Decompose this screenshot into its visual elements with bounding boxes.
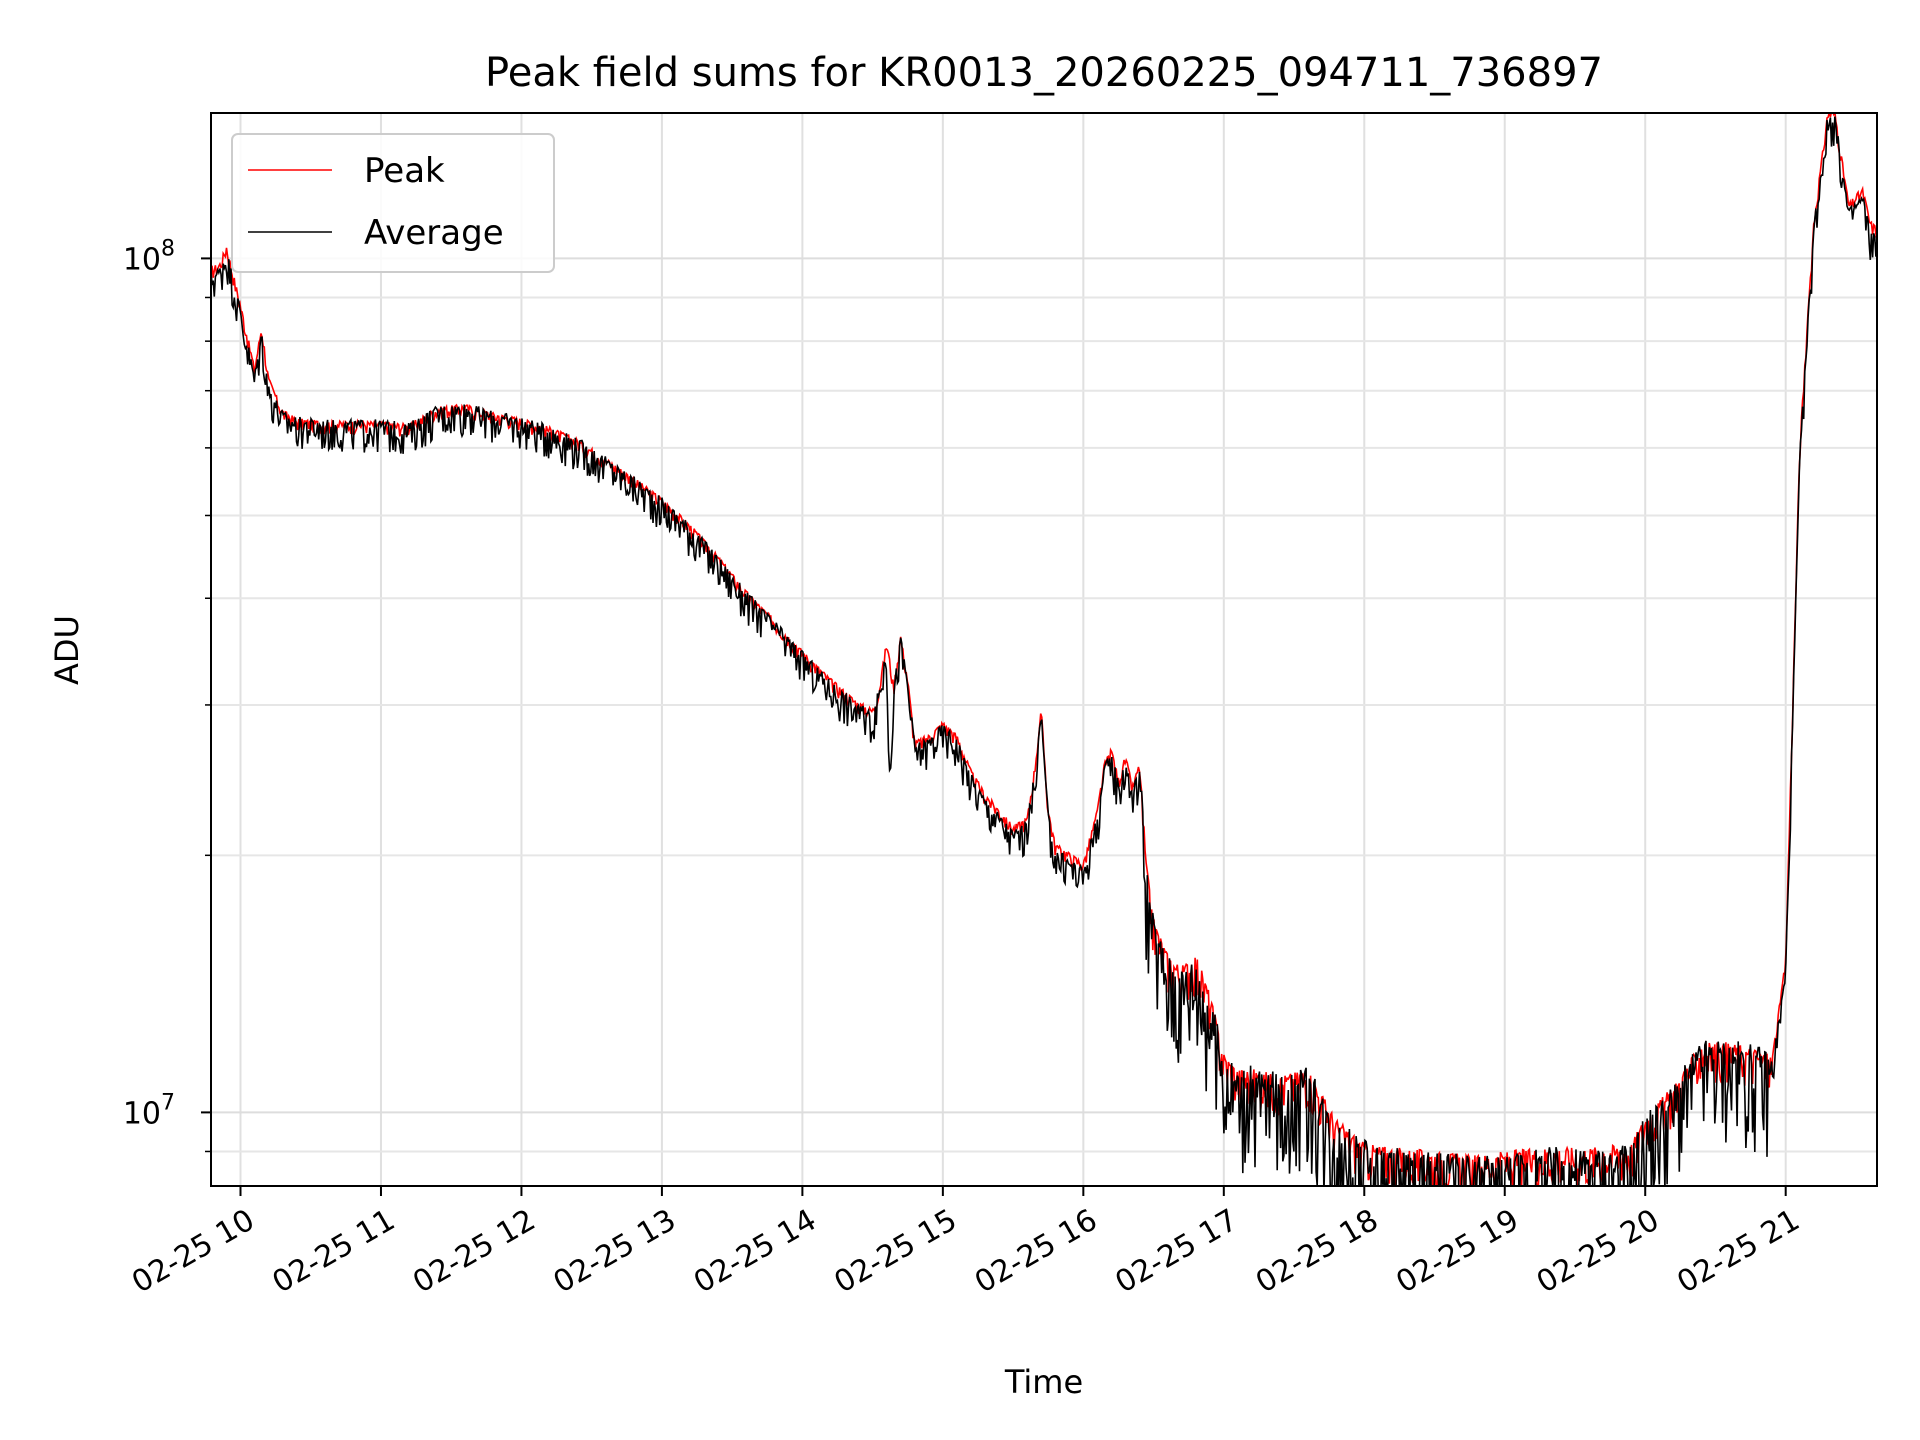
- x-axis-label: Time: [1004, 1363, 1083, 1401]
- series-line-average: [211, 116, 1877, 1186]
- grid-lines: [211, 113, 1877, 1186]
- y-tick-label: 108: [123, 236, 175, 277]
- series-lines: [211, 113, 1877, 1186]
- legend-peak-label: Peak: [364, 151, 445, 191]
- legend-average-label: Average: [364, 213, 504, 253]
- y-tick-label: 107: [123, 1090, 175, 1131]
- chart-title: Peak field sums for KR0013_20260225_0947…: [485, 50, 1603, 96]
- y-axis-label: ADU: [48, 615, 86, 685]
- legend-box: [231, 133, 555, 273]
- plot-frame: [210, 112, 1878, 1187]
- legend: Peak Average: [231, 133, 555, 273]
